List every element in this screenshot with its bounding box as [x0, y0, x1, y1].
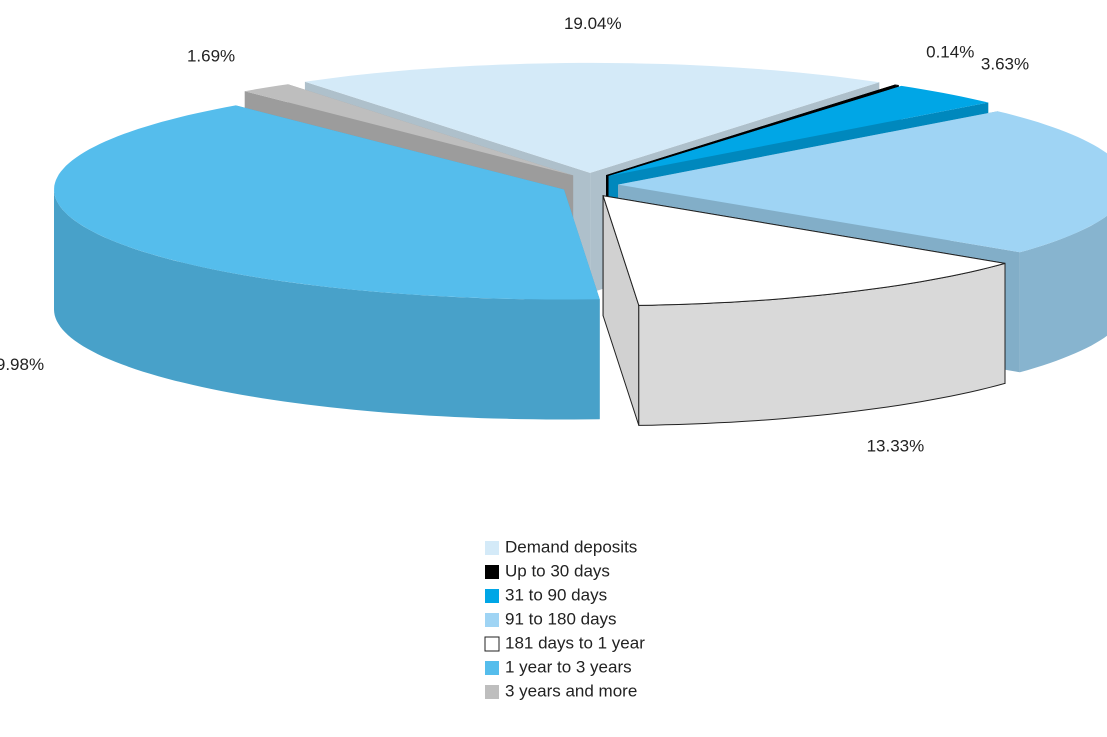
- slice: [54, 105, 600, 300]
- legend-swatch: [485, 613, 499, 627]
- slice-side: [54, 189, 600, 420]
- data-label: 19.04%: [564, 14, 622, 33]
- data-label: 13.33%: [867, 436, 925, 455]
- slice: [244, 84, 574, 176]
- slice: [608, 85, 989, 176]
- data-label: 39.98%: [0, 355, 44, 374]
- legend-swatch: [485, 541, 499, 555]
- legend-label: 91 to 180 days: [505, 609, 617, 628]
- legend-label: 181 days to 1 year: [505, 633, 645, 652]
- legend-label: Up to 30 days: [505, 561, 610, 580]
- legend-swatch: [484, 636, 500, 652]
- data-label: 0.14%: [926, 43, 974, 62]
- legend-label: 31 to 90 days: [505, 585, 607, 604]
- data-label: 3.63%: [981, 54, 1029, 73]
- slice: [304, 62, 880, 173]
- legend-swatch: [485, 565, 499, 579]
- data-label: 1.69%: [187, 46, 235, 65]
- legend-swatch: [485, 661, 499, 675]
- slice-side: [1019, 215, 1107, 373]
- slice: [606, 84, 899, 176]
- legend-swatch: [485, 589, 499, 603]
- slice: [602, 195, 1006, 306]
- slice: [618, 111, 1107, 253]
- legend-label: 1 year to 3 years: [505, 657, 632, 676]
- legend-label: 3 years and more: [505, 681, 637, 700]
- legend-label: Demand deposits: [505, 537, 637, 556]
- legend-swatch: [485, 685, 499, 699]
